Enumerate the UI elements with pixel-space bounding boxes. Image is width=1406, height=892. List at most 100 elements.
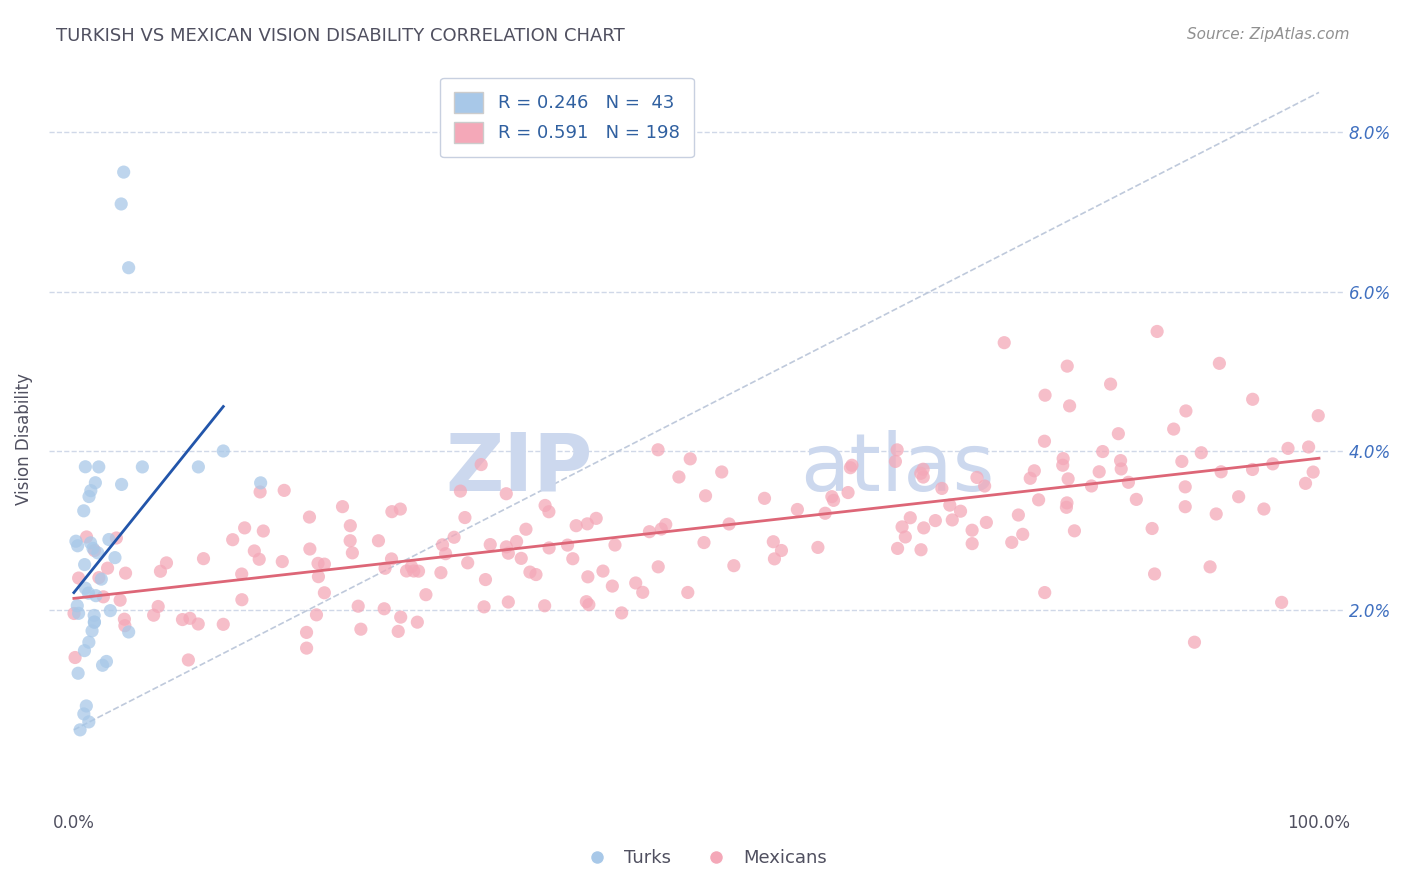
Point bbox=[1033, 388, 1056, 402]
Point bbox=[1033, 434, 1056, 449]
Point bbox=[718, 516, 741, 531]
Point bbox=[374, 561, 396, 575]
Point bbox=[479, 538, 502, 552]
Point bbox=[97, 533, 120, 547]
Point bbox=[676, 585, 699, 599]
Point bbox=[80, 624, 103, 638]
Point bbox=[142, 608, 165, 623]
Point bbox=[75, 459, 97, 474]
Point bbox=[498, 595, 520, 609]
Point bbox=[472, 599, 495, 614]
Point bbox=[295, 625, 318, 640]
Point bbox=[212, 617, 235, 632]
Point bbox=[314, 557, 336, 571]
Point bbox=[1059, 399, 1081, 413]
Point bbox=[576, 570, 599, 584]
Point bbox=[401, 559, 423, 574]
Point bbox=[114, 566, 136, 581]
Point bbox=[298, 541, 321, 556]
Point bbox=[1033, 585, 1056, 599]
Point bbox=[763, 552, 786, 566]
Point bbox=[912, 521, 935, 535]
Point bbox=[114, 618, 136, 632]
Point bbox=[118, 260, 141, 275]
Point bbox=[96, 655, 118, 669]
Point bbox=[65, 534, 87, 549]
Point bbox=[884, 454, 907, 468]
Point bbox=[77, 586, 100, 600]
Point bbox=[1241, 462, 1264, 476]
Point bbox=[90, 572, 112, 586]
Point bbox=[695, 489, 717, 503]
Point bbox=[575, 595, 598, 609]
Point bbox=[430, 566, 453, 580]
Point bbox=[1174, 500, 1197, 514]
Point bbox=[73, 643, 96, 657]
Point bbox=[187, 459, 209, 474]
Point bbox=[252, 524, 274, 538]
Point bbox=[342, 546, 364, 560]
Point bbox=[807, 541, 830, 555]
Point bbox=[1118, 475, 1140, 490]
Point bbox=[373, 601, 395, 615]
Point bbox=[924, 514, 946, 528]
Point bbox=[470, 458, 492, 472]
Point bbox=[231, 592, 253, 607]
Point bbox=[505, 534, 527, 549]
Text: TURKISH VS MEXICAN VISION DISABILITY CORRELATION CHART: TURKISH VS MEXICAN VISION DISABILITY COR… bbox=[56, 27, 626, 45]
Point bbox=[578, 598, 600, 612]
Point bbox=[1298, 440, 1320, 454]
Point bbox=[960, 536, 983, 550]
Point bbox=[770, 543, 793, 558]
Point bbox=[84, 589, 107, 603]
Point bbox=[108, 593, 131, 607]
Point bbox=[73, 504, 96, 518]
Point bbox=[187, 617, 209, 632]
Point bbox=[1080, 479, 1102, 493]
Point bbox=[110, 197, 132, 211]
Point bbox=[131, 459, 153, 474]
Point bbox=[457, 556, 479, 570]
Point bbox=[389, 502, 412, 516]
Point bbox=[679, 451, 702, 466]
Point bbox=[973, 479, 995, 493]
Point bbox=[221, 533, 243, 547]
Point bbox=[1125, 492, 1147, 507]
Point bbox=[533, 599, 555, 613]
Point bbox=[1109, 453, 1132, 467]
Point bbox=[1174, 480, 1197, 494]
Point bbox=[80, 483, 103, 498]
Point bbox=[723, 558, 745, 573]
Point bbox=[98, 604, 121, 618]
Point bbox=[941, 513, 963, 527]
Point bbox=[432, 538, 454, 552]
Point bbox=[367, 533, 389, 548]
Point bbox=[249, 475, 271, 490]
Point bbox=[402, 564, 425, 578]
Point bbox=[233, 521, 256, 535]
Point bbox=[1028, 492, 1050, 507]
Point bbox=[75, 698, 97, 713]
Point bbox=[668, 470, 690, 484]
Point bbox=[624, 576, 647, 591]
Point bbox=[73, 558, 96, 572]
Point bbox=[75, 581, 97, 595]
Point bbox=[650, 522, 672, 536]
Point bbox=[434, 547, 457, 561]
Point bbox=[271, 555, 294, 569]
Point bbox=[73, 706, 96, 721]
Point bbox=[93, 590, 115, 604]
Point bbox=[179, 611, 201, 625]
Point bbox=[495, 487, 517, 501]
Point bbox=[1189, 446, 1212, 460]
Point bbox=[1109, 462, 1132, 476]
Point bbox=[83, 543, 105, 558]
Point bbox=[1052, 451, 1074, 466]
Point bbox=[84, 475, 107, 490]
Point bbox=[515, 522, 537, 536]
Point bbox=[1277, 442, 1299, 456]
Point bbox=[63, 607, 86, 621]
Point bbox=[67, 607, 90, 621]
Point bbox=[177, 653, 200, 667]
Point bbox=[1019, 471, 1042, 485]
